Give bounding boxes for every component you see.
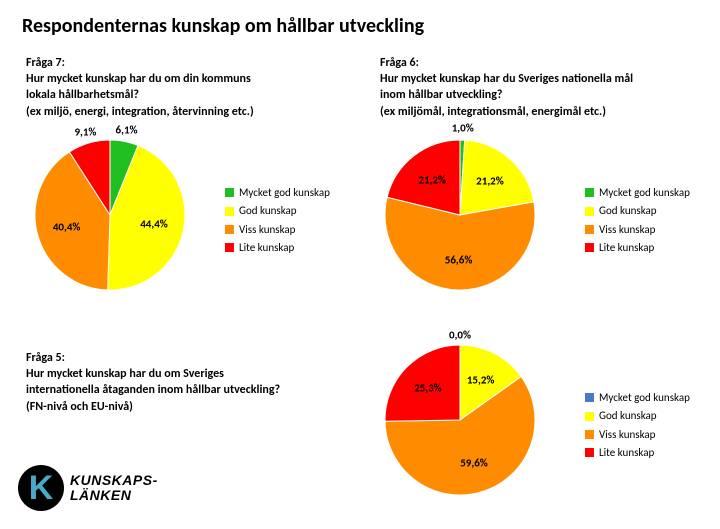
chart6-legend: Mycket god kunskap God kunskap Viss kunska… xyxy=(585,185,690,259)
chart5-slice-label-2: 59,6% xyxy=(460,456,488,469)
chart7-legend-label-1: God kunskap xyxy=(239,203,297,218)
chart7-legend-swatch-3 xyxy=(225,243,234,252)
chart6-slice-label-1: 21,2% xyxy=(476,175,504,188)
chart6-legend-item-1: God kunskap xyxy=(585,203,690,218)
chart6-slice-label-2: 56,6% xyxy=(445,253,473,266)
logo-letter: K xyxy=(29,469,54,508)
chart6-legend-item-3: Lite kunskap xyxy=(585,240,690,255)
chart6-legend-swatch-2 xyxy=(585,225,594,234)
logo-line2: LÄNKEN xyxy=(70,488,158,503)
chart5-legend-swatch-3 xyxy=(585,448,594,457)
chart6-legend-label-2: Viss kunskap xyxy=(599,222,655,237)
chart5-slice-label-3: 25,3% xyxy=(414,382,442,395)
logo-circle: K xyxy=(18,465,64,511)
chart7-slice-label-2: 40,4% xyxy=(53,221,81,234)
chart7-legend-item-2: Viss kunskap xyxy=(225,222,330,237)
chart5-legend-item-3: Lite kunskap xyxy=(585,445,690,460)
logo: K KUNSKAPS- LÄNKEN xyxy=(18,465,158,511)
chart7-legend-item-1: God kunskap xyxy=(225,203,330,218)
chart5-legend-label-3: Lite kunskap xyxy=(599,445,654,460)
chart6-legend-label-0: Mycket god kunskap xyxy=(599,185,690,200)
chart5-legend-item-0: Mycket god kunskap xyxy=(585,390,690,405)
chart5-legend-label-0: Mycket god kunskap xyxy=(599,390,690,405)
chart5-legend-swatch-1 xyxy=(585,412,594,421)
chart6-legend-item-2: Viss kunskap xyxy=(585,222,690,237)
chart7-legend-item-3: Lite kunskap xyxy=(225,240,330,255)
chart5-legend-label-2: Viss kunskap xyxy=(599,427,655,442)
chart5-slice-label-0: 0,0% xyxy=(449,329,471,342)
chart7-slice-label-3: 9,1% xyxy=(74,125,96,138)
chart7-legend-swatch-1 xyxy=(225,207,234,216)
logo-line1: KUNSKAPS- xyxy=(70,473,158,488)
chart7-slice-label-1: 44,4% xyxy=(140,218,168,231)
chart5-legend-label-1: God kunskap xyxy=(599,408,657,423)
chart5-legend: Mycket god kunskap God kunskap Viss kunska… xyxy=(585,390,690,464)
chart7-legend-item-0: Mycket god kunskap xyxy=(225,185,330,200)
chart7-legend-swatch-0 xyxy=(225,188,234,197)
chart6-slice-label-0: 1,0% xyxy=(452,122,474,135)
chart7-legend: Mycket god kunskap God kunskap Viss kunska… xyxy=(225,185,330,259)
chart6-legend-swatch-3 xyxy=(585,243,594,252)
logo-text: KUNSKAPS- LÄNKEN xyxy=(70,473,158,502)
chart6-slice-label-3: 21,2% xyxy=(418,173,446,186)
chart5-legend-swatch-2 xyxy=(585,430,594,439)
chart7-legend-label-2: Viss kunskap xyxy=(239,222,295,237)
chart7-legend-label-0: Mycket god kunskap xyxy=(239,185,330,200)
chart6-legend-item-0: Mycket god kunskap xyxy=(585,185,690,200)
chart6-legend-swatch-0 xyxy=(585,188,594,197)
chart5-legend-item-1: God kunskap xyxy=(585,408,690,423)
chart6-legend-label-3: Lite kunskap xyxy=(599,240,654,255)
chart7-legend-swatch-2 xyxy=(225,225,234,234)
chart7-slice-label-0: 6,1% xyxy=(116,123,138,136)
chart6-legend-label-1: God kunskap xyxy=(599,203,657,218)
chart7-legend-label-3: Lite kunskap xyxy=(239,240,294,255)
chart6-legend-swatch-1 xyxy=(585,207,594,216)
chart5-legend-swatch-0 xyxy=(585,393,594,402)
chart5-legend-item-2: Viss kunskap xyxy=(585,427,690,442)
chart5-slice-label-1: 15,2% xyxy=(467,374,495,387)
